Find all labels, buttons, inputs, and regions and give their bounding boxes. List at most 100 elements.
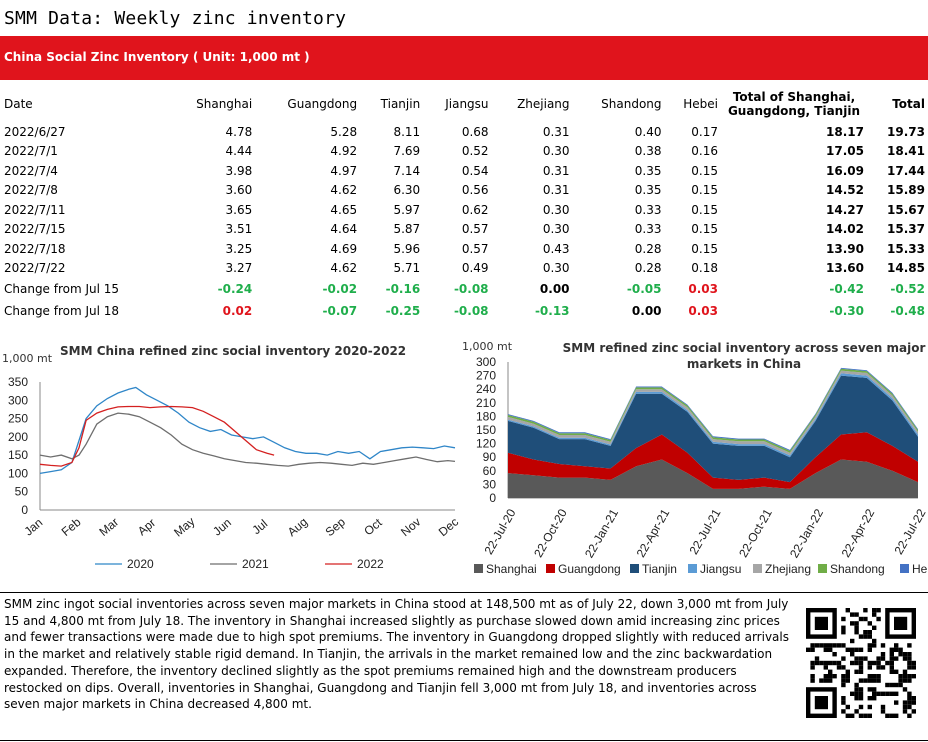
table-cell: 0.15 xyxy=(691,163,718,178)
qr-module xyxy=(867,630,872,635)
x-tick-label: Sep xyxy=(323,515,349,540)
table-cell: 0.16 xyxy=(691,144,718,159)
x-tick-label: 22-Jul-20 xyxy=(481,506,518,557)
table-cell: 14.52 xyxy=(826,183,864,198)
x-tick-label: 22-Jul-22 xyxy=(891,506,928,557)
qr-module xyxy=(880,691,886,696)
table-cell: 4.65 xyxy=(330,202,358,217)
legend-label: 2021 xyxy=(242,557,269,571)
qr-module xyxy=(885,660,890,666)
qr-module xyxy=(867,647,872,652)
table-cell: 0.28 xyxy=(634,241,662,256)
qr-module xyxy=(872,638,877,644)
qr-module xyxy=(854,696,859,701)
qr-module xyxy=(872,696,877,701)
x-tick-label: 22-Oct-21 xyxy=(736,506,775,559)
x-tick-label: Apr xyxy=(135,516,158,539)
qr-module xyxy=(823,665,828,670)
x-tick-label: Nov xyxy=(398,515,423,539)
table-cell: 0.57 xyxy=(461,241,489,256)
qr-module xyxy=(810,665,815,670)
table-cell: 15.89 xyxy=(887,183,925,198)
table-cell: 14.02 xyxy=(826,222,864,237)
divider-bottom xyxy=(0,740,928,741)
qr-module xyxy=(872,625,877,630)
qr-module xyxy=(814,643,820,648)
table-row: 2022/7/8 3.60 4.62 6.30 0.56 0.31 0.35 0.15 14.5… xyxy=(0,181,928,201)
qr-module xyxy=(902,674,908,679)
qr-module xyxy=(889,691,894,696)
qr-module xyxy=(845,713,850,718)
qr-module xyxy=(863,608,868,613)
y-tick-label: 250 xyxy=(8,412,28,426)
qr-module xyxy=(832,674,837,679)
table-cell: 5.28 xyxy=(330,124,358,139)
table-cell: 0.30 xyxy=(542,202,570,217)
qr-module xyxy=(872,660,877,666)
change-cell: -0.16 xyxy=(385,282,421,296)
table-cell: 17.05 xyxy=(826,144,864,159)
table-cell: 13.90 xyxy=(826,241,864,256)
qr-module xyxy=(841,700,846,705)
qr-module xyxy=(872,608,877,613)
qr-module xyxy=(907,652,912,657)
qr-module xyxy=(836,665,842,670)
qr-module xyxy=(911,674,916,679)
chart2-title: SMM refined zinc social inventory across… xyxy=(562,341,926,371)
qr-module xyxy=(841,665,846,670)
qr-module xyxy=(810,674,815,679)
qr-module xyxy=(832,652,837,657)
series-line-2022 xyxy=(39,405,275,467)
qr-module xyxy=(894,713,899,718)
col-header: Tianjin xyxy=(380,97,421,111)
change-cell: 0.03 xyxy=(688,304,718,318)
qr-module xyxy=(841,656,846,661)
table-cell: 0.31 xyxy=(542,124,570,139)
row-date: 2022/6/27 xyxy=(4,124,66,139)
legend-swatch xyxy=(546,564,555,573)
qr-module xyxy=(854,669,859,674)
qr-module xyxy=(907,678,912,683)
x-tick-label: Jan xyxy=(22,515,46,538)
col-header: Jiangsu xyxy=(445,97,489,111)
qr-module xyxy=(894,691,899,696)
qr-module xyxy=(876,665,881,670)
qr-module xyxy=(845,669,850,674)
qr-finder xyxy=(814,616,828,630)
col-header: Hebei xyxy=(683,97,718,111)
y-tick-label: 60 xyxy=(483,464,497,478)
legend-swatch xyxy=(900,564,909,573)
table-cell: 4.44 xyxy=(225,144,253,159)
qr-module xyxy=(832,643,837,648)
qr-module xyxy=(894,700,899,705)
legend-label: 2022 xyxy=(357,557,384,571)
change-row: Change from Jul 15 -0.24 -0.02 -0.16 -0.08 0.… xyxy=(0,278,928,300)
row-date: 2022/7/22 xyxy=(4,261,66,276)
qr-module xyxy=(854,691,859,696)
table-cell: 0.68 xyxy=(461,124,489,139)
qr-module xyxy=(867,696,872,701)
qr-module xyxy=(894,643,899,648)
legend-swatch xyxy=(474,564,483,573)
table-cell: 4.62 xyxy=(330,183,358,198)
chart1-line: 0 50 100 150 200 250 300 350 Jan Feb Mar Apr May Jun J… xyxy=(8,375,461,571)
page-title: SMM Data: Weekly zinc inventory xyxy=(4,8,347,29)
table-cell: 0.35 xyxy=(634,163,662,178)
qr-module xyxy=(828,643,833,648)
qr-module xyxy=(898,674,903,679)
qr-module xyxy=(810,647,815,652)
y-tick-label: 120 xyxy=(476,437,496,451)
qr-module xyxy=(880,643,886,648)
qr-finder xyxy=(814,696,828,710)
table-cell: 4.78 xyxy=(225,124,253,139)
qr-module xyxy=(863,616,868,622)
qr-module xyxy=(880,656,886,661)
qr-module xyxy=(810,643,815,648)
table-cell: 0.30 xyxy=(542,144,570,159)
qr-module xyxy=(828,674,833,679)
qr-module xyxy=(902,669,908,674)
qr-module xyxy=(902,709,908,714)
summary-text: SMM zinc ingot social inventories across… xyxy=(4,597,789,712)
y-tick-label: 210 xyxy=(476,396,496,410)
